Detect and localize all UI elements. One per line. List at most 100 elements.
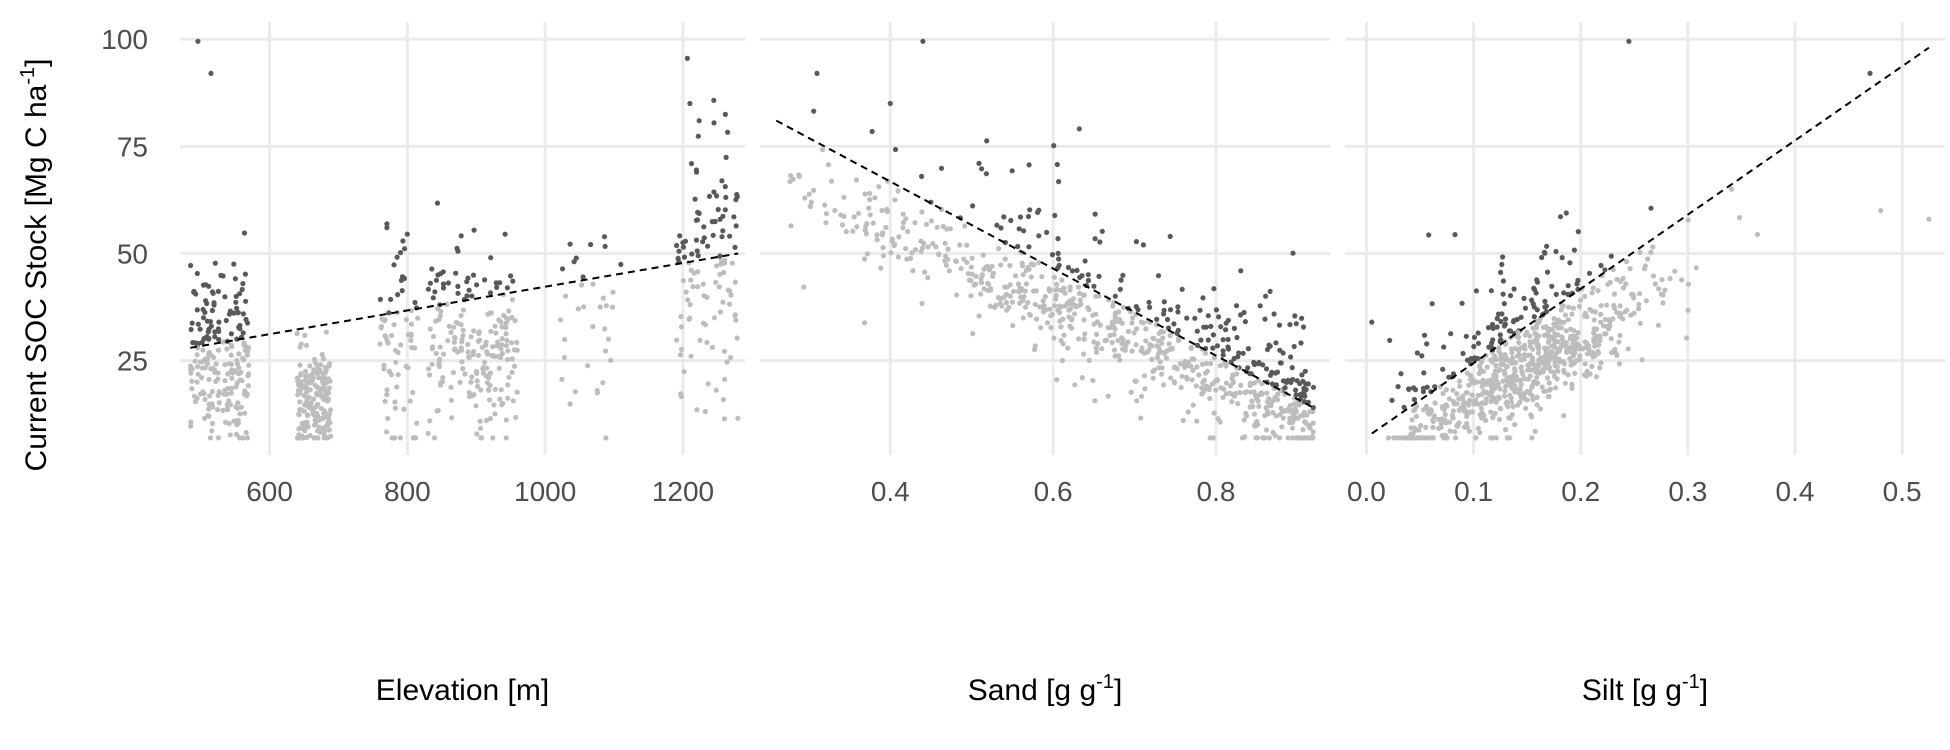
scatter-point xyxy=(1095,341,1101,347)
scatter-point xyxy=(936,251,942,257)
scatter-point xyxy=(1068,306,1074,312)
scatter-point xyxy=(410,389,416,396)
scatter-point xyxy=(1253,435,1259,441)
scatter-point xyxy=(1466,428,1472,434)
scatter-point xyxy=(1301,399,1307,405)
scatter-point xyxy=(1490,337,1496,343)
scatter-point xyxy=(1418,435,1425,441)
scatter-point xyxy=(243,430,249,436)
scatter-point xyxy=(441,351,447,357)
scatter-point xyxy=(801,284,807,290)
scatter-point xyxy=(832,207,838,214)
scatter-point xyxy=(209,307,215,314)
scatter-point xyxy=(1582,361,1588,367)
scatter-point xyxy=(879,207,885,214)
scatter-point xyxy=(231,310,237,316)
scatter-point xyxy=(808,199,815,205)
scatter-point xyxy=(1493,435,1499,441)
scatter-point xyxy=(696,118,702,124)
scatter-point xyxy=(1479,383,1485,389)
scatter-point xyxy=(1447,428,1453,434)
scatter-point xyxy=(1565,291,1571,297)
scatter-point xyxy=(314,428,321,434)
scatter-point xyxy=(216,400,222,406)
scatter-point xyxy=(989,263,995,269)
scatter-point xyxy=(1037,304,1043,310)
scatter-point xyxy=(953,258,959,264)
scatter-point xyxy=(209,428,215,434)
scatter-point xyxy=(1658,291,1664,297)
scatter-point xyxy=(1165,325,1172,331)
scatter-point xyxy=(1082,258,1088,264)
scatter-point xyxy=(1685,281,1692,287)
scatter-point xyxy=(1272,394,1278,401)
scatter-point xyxy=(202,356,208,362)
scatter-point xyxy=(326,427,332,433)
scatter-point xyxy=(588,241,594,248)
scatter-point xyxy=(1054,281,1060,287)
scatter-point xyxy=(563,293,569,299)
scatter-point xyxy=(488,328,494,334)
scatter-point xyxy=(1502,393,1508,399)
scatter-point xyxy=(395,292,401,298)
scatter-point xyxy=(209,420,216,427)
scatter-point xyxy=(1220,337,1226,343)
scatter-point xyxy=(1257,303,1263,309)
scatter-point xyxy=(1263,293,1269,299)
scatter-point xyxy=(1616,339,1622,345)
scatter-point xyxy=(1395,384,1401,390)
scatter-point xyxy=(1577,297,1584,303)
scatter-point xyxy=(432,435,438,441)
scatter-point xyxy=(1510,379,1516,385)
scatter-point xyxy=(510,278,516,284)
scatter-point xyxy=(445,338,451,344)
scatter-point xyxy=(205,413,211,419)
scatter-point xyxy=(1255,378,1261,384)
scatter-point xyxy=(1036,260,1042,266)
scatter-point xyxy=(680,278,686,284)
scatter-point xyxy=(464,279,470,285)
scatter-point xyxy=(398,277,404,283)
scatter-point xyxy=(1553,385,1559,391)
scatter-point xyxy=(1247,404,1253,410)
scatter-point xyxy=(1213,387,1219,393)
scatter-point xyxy=(1157,359,1163,365)
scatter-point xyxy=(1469,409,1475,415)
scatter-point xyxy=(1107,332,1113,338)
scatter-point xyxy=(1387,337,1393,343)
scatter-point xyxy=(1267,288,1273,294)
scatter-point xyxy=(1208,361,1214,367)
scatter-point xyxy=(1527,373,1533,379)
scatter-point xyxy=(674,337,680,343)
scatter-point xyxy=(880,253,887,259)
scatter-point xyxy=(1299,435,1305,441)
scatter-point xyxy=(892,146,899,153)
scatter-point xyxy=(326,385,332,391)
scatter-point xyxy=(811,187,817,193)
scatter-point xyxy=(446,323,452,329)
scatter-point xyxy=(693,237,700,243)
scatter-point xyxy=(996,246,1002,252)
scatter-point xyxy=(326,376,332,382)
scatter-point xyxy=(1511,286,1517,292)
scatter-point xyxy=(1498,361,1504,367)
scatter-point xyxy=(395,372,401,378)
scatter-point xyxy=(719,178,725,184)
scatter-point xyxy=(1096,293,1102,299)
scatter-point xyxy=(1076,336,1082,342)
scatter-point xyxy=(722,207,728,213)
scatter-point xyxy=(680,244,687,250)
scatter-point xyxy=(1276,322,1283,328)
scatter-point xyxy=(213,361,219,367)
scatter-point xyxy=(1297,381,1303,387)
scatter-point xyxy=(1491,374,1497,380)
scatter-point xyxy=(1120,304,1127,310)
scatter-point xyxy=(228,390,234,396)
scatter-point xyxy=(1134,398,1140,404)
scatter-point xyxy=(1585,343,1592,349)
scatter-point xyxy=(1119,341,1125,347)
scatter-point xyxy=(1262,435,1268,441)
scatter-point xyxy=(867,196,873,203)
scatter-point xyxy=(482,359,488,365)
scatter-point xyxy=(189,320,195,326)
